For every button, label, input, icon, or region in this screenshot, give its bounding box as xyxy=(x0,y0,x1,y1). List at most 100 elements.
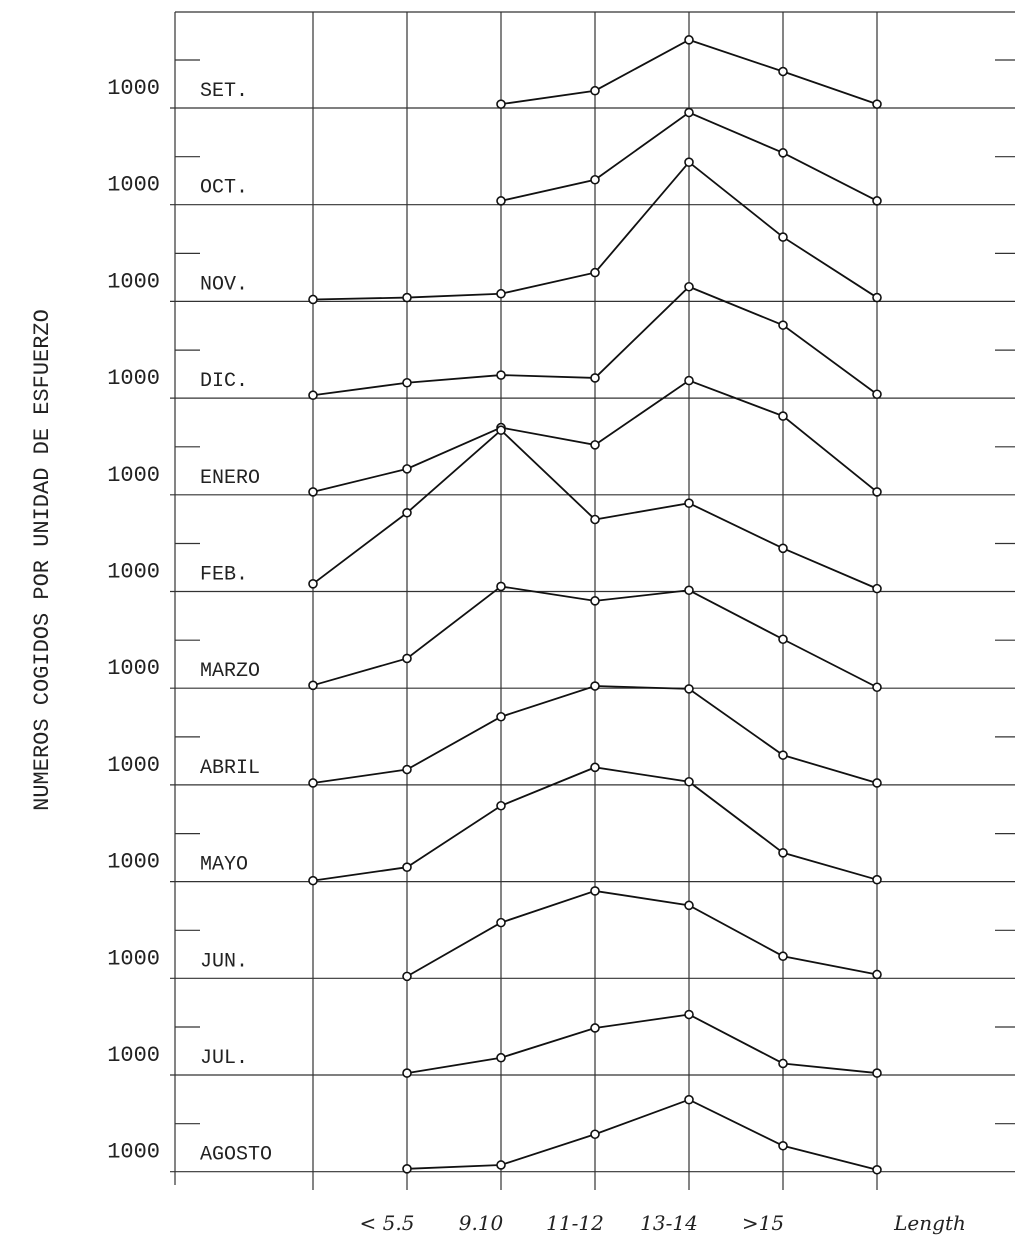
point xyxy=(872,682,882,693)
point xyxy=(684,1094,694,1105)
series-label: DIC. xyxy=(200,370,248,393)
point xyxy=(684,107,694,118)
scale-label: 1000 xyxy=(107,656,160,681)
point xyxy=(590,762,600,773)
scale-label: 1000 xyxy=(107,76,160,101)
scale-label: 1000 xyxy=(107,269,160,294)
point xyxy=(496,1052,506,1063)
point xyxy=(872,778,882,788)
point xyxy=(496,370,506,380)
point xyxy=(684,684,694,694)
series-label: OCT. xyxy=(200,177,248,200)
point xyxy=(872,196,882,206)
point xyxy=(684,35,694,45)
point xyxy=(496,425,506,436)
point xyxy=(778,1140,788,1151)
scale-label: 1000 xyxy=(107,1043,160,1068)
series-label: JUL. xyxy=(200,1047,248,1070)
point xyxy=(590,681,600,691)
point xyxy=(778,543,788,554)
series-label: MARZO xyxy=(200,660,260,683)
point xyxy=(778,66,788,77)
point xyxy=(590,373,600,383)
point xyxy=(872,99,882,109)
point xyxy=(496,800,506,811)
point xyxy=(496,711,506,722)
point xyxy=(308,487,318,497)
point xyxy=(590,886,600,896)
series-line xyxy=(406,890,878,978)
point xyxy=(402,764,412,775)
point xyxy=(684,585,694,596)
x-tick-label: < 5.5 xyxy=(360,1211,415,1235)
point xyxy=(402,653,412,664)
point xyxy=(308,579,318,589)
point xyxy=(872,389,882,400)
point xyxy=(778,634,788,645)
point xyxy=(872,1068,882,1078)
point xyxy=(402,377,412,388)
point xyxy=(496,1160,506,1170)
point xyxy=(496,288,506,299)
point xyxy=(872,969,882,980)
point xyxy=(402,971,412,982)
point xyxy=(402,507,412,518)
point xyxy=(590,440,600,450)
point xyxy=(684,281,694,292)
point xyxy=(402,1164,412,1174)
point xyxy=(590,1129,600,1140)
point xyxy=(684,1009,694,1020)
scale-label: 1000 xyxy=(107,463,160,488)
point xyxy=(872,487,882,497)
point xyxy=(872,292,882,303)
series-label: ABRIL xyxy=(200,757,260,780)
point xyxy=(778,148,788,158)
scale-label: 1000 xyxy=(107,946,160,971)
point xyxy=(496,917,506,928)
x-tick-label: 11-12 xyxy=(546,1211,604,1235)
point xyxy=(402,464,412,474)
series-label: FEB. xyxy=(200,564,248,587)
series-label: NOV. xyxy=(200,273,248,296)
scale-label: 1000 xyxy=(107,560,160,585)
point xyxy=(308,778,318,788)
point xyxy=(590,514,600,525)
point xyxy=(308,294,318,305)
point xyxy=(496,196,506,206)
point xyxy=(402,862,412,873)
point xyxy=(590,85,600,96)
point xyxy=(684,776,694,787)
point xyxy=(684,498,694,508)
point xyxy=(590,596,600,606)
point xyxy=(872,583,882,594)
point xyxy=(590,1023,600,1033)
x-tick-label: 13-14 xyxy=(640,1211,698,1235)
series-label: SET. xyxy=(200,80,248,103)
point xyxy=(778,750,788,760)
series-line xyxy=(406,1098,878,1171)
series-line xyxy=(406,1013,878,1074)
point xyxy=(872,874,882,885)
point xyxy=(872,1164,882,1175)
point xyxy=(590,174,600,185)
x-tick-label: >15 xyxy=(742,1211,784,1235)
scale-label: 1000 xyxy=(107,366,160,391)
scale-label: 1000 xyxy=(107,1140,160,1165)
x-axis-label: Length xyxy=(893,1211,966,1235)
series-label: AGOSTO xyxy=(200,1144,272,1167)
point xyxy=(778,232,788,242)
series-label: ENERO xyxy=(200,467,260,490)
point xyxy=(778,320,788,330)
point xyxy=(778,847,788,858)
point xyxy=(308,875,318,886)
series-label: JUN. xyxy=(200,950,248,973)
series-label: MAYO xyxy=(200,854,248,877)
point xyxy=(778,1058,788,1069)
point xyxy=(496,581,506,592)
x-tick-label: 9.10 xyxy=(459,1211,504,1235)
point xyxy=(308,680,318,691)
scale-label: 1000 xyxy=(107,173,160,198)
point xyxy=(778,411,788,421)
point xyxy=(496,99,506,109)
